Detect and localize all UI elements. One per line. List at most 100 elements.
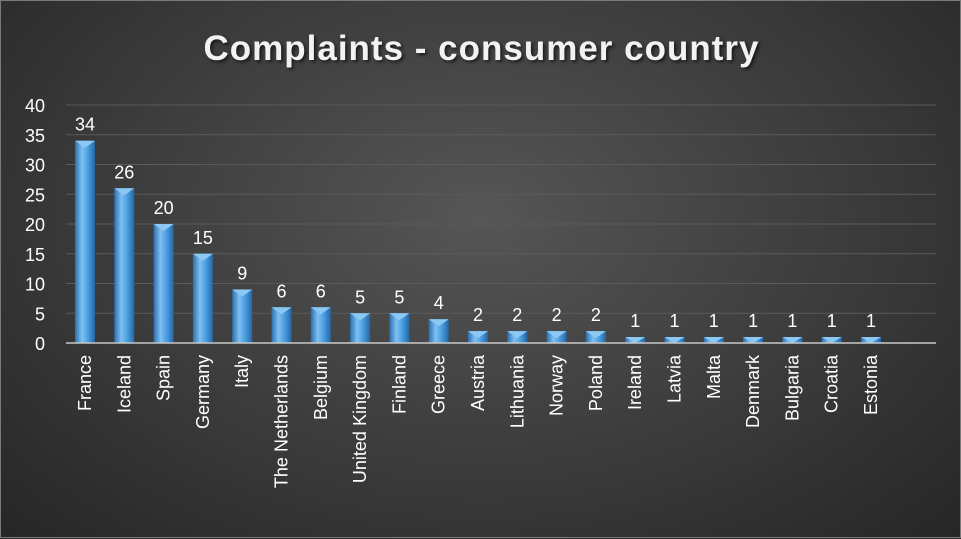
bar — [703, 337, 724, 343]
x-tick-label: Italy — [232, 355, 252, 388]
bar — [389, 313, 410, 343]
x-tick-label: Bulgaria — [782, 354, 802, 421]
x-tick-label: Lithuania — [507, 354, 527, 428]
bar-body — [232, 289, 253, 343]
bar-top-bevel — [861, 337, 881, 343]
bar — [153, 224, 174, 343]
bar-body — [153, 224, 174, 343]
bar-top-bevel — [743, 337, 764, 343]
bar-top-bevel — [192, 253, 213, 261]
bar-top-bevel — [271, 307, 292, 315]
data-label: 1 — [709, 311, 719, 331]
bar-top-bevel — [114, 188, 135, 196]
data-labels: 34 26 20 15 9 6 6 5 5 4 2 2 2 2 1 1 1 1 1 1 1 — [75, 115, 876, 331]
bar — [271, 307, 292, 343]
bar-body — [428, 319, 449, 343]
x-tick-label: Greece — [429, 355, 449, 414]
bar — [75, 140, 95, 343]
bar-top-bevel — [428, 319, 449, 327]
data-label: 26 — [114, 162, 134, 182]
bar — [507, 331, 528, 343]
bar — [821, 337, 842, 343]
bar-body — [389, 313, 410, 343]
x-tick-label: Estonia — [861, 354, 881, 415]
bar-body — [114, 188, 135, 343]
bar — [585, 331, 606, 343]
data-label: 9 — [237, 263, 247, 283]
x-tick-label: Ireland — [625, 355, 645, 410]
bar-top-bevel — [75, 140, 95, 148]
bar — [664, 337, 685, 343]
x-tick-label: Iceland — [114, 355, 134, 413]
bar-top-bevel — [350, 313, 371, 321]
bar-body — [350, 313, 371, 343]
y-tick-label: 30 — [25, 156, 45, 176]
y-tick-label: 0 — [35, 334, 45, 354]
data-label: 2 — [473, 305, 483, 325]
x-axis-ticks: France Iceland Spain Germany Italy The Nether… — [75, 354, 881, 488]
bar — [625, 337, 646, 343]
x-tick-label: Spain — [154, 355, 174, 401]
bar-top-bevel — [389, 313, 410, 321]
y-tick-label: 35 — [25, 126, 45, 146]
y-tick-label: 15 — [25, 245, 45, 265]
data-label: 1 — [630, 311, 640, 331]
x-tick-label: United Kingdom — [350, 355, 370, 483]
y-tick-label: 25 — [25, 185, 45, 205]
bar-top-bevel — [821, 337, 842, 343]
data-label: 6 — [316, 281, 326, 301]
x-tick-label: Belgium — [311, 355, 331, 420]
data-label: 1 — [866, 311, 876, 331]
bar — [310, 307, 331, 343]
y-tick-label: 40 — [25, 96, 45, 116]
data-label: 1 — [787, 311, 797, 331]
bar — [192, 253, 213, 343]
bar-body — [310, 307, 331, 343]
data-label: 1 — [669, 311, 679, 331]
bar-top-bevel — [585, 331, 606, 339]
bar-top-bevel — [310, 307, 331, 315]
data-label: 15 — [193, 228, 213, 248]
data-label: 2 — [591, 305, 601, 325]
bar-body — [192, 253, 213, 343]
bar-top-bevel — [664, 337, 685, 343]
bar-body — [75, 140, 95, 343]
y-tick-label: 20 — [25, 215, 45, 235]
bar — [428, 319, 449, 343]
data-label: 1 — [827, 311, 837, 331]
data-label: 1 — [748, 311, 758, 331]
bar-body — [271, 307, 292, 343]
y-tick-label: 5 — [35, 304, 45, 324]
bar-top-bevel — [703, 337, 724, 343]
bar — [114, 188, 135, 343]
data-label: 2 — [512, 305, 522, 325]
x-tick-label: The Netherlands — [272, 355, 292, 488]
x-tick-label: Latvia — [665, 354, 685, 403]
bar — [861, 337, 881, 343]
data-label: 5 — [394, 287, 404, 307]
bar-top-bevel — [468, 331, 488, 339]
x-tick-label: Poland — [586, 355, 606, 411]
data-label: 20 — [154, 198, 174, 218]
data-label: 2 — [552, 305, 562, 325]
x-tick-label: Austria — [468, 354, 488, 411]
bar — [468, 331, 488, 343]
bar-top-bevel — [546, 331, 567, 339]
data-label: 4 — [434, 293, 444, 313]
bar-top-bevel — [153, 224, 174, 231]
x-tick-label: Finland — [389, 355, 409, 414]
data-label: 34 — [75, 115, 95, 135]
y-tick-label: 10 — [25, 275, 45, 295]
data-label: 6 — [276, 281, 286, 301]
x-tick-label: France — [75, 355, 95, 411]
bar-top-bevel — [232, 289, 253, 297]
x-tick-label: Norway — [547, 355, 567, 416]
bar-top-bevel — [625, 337, 646, 343]
x-tick-label: Denmark — [743, 354, 763, 428]
y-axis-ticks: 0 5 10 15 20 25 30 35 40 — [25, 96, 45, 354]
x-tick-label: Croatia — [822, 354, 842, 413]
bar — [546, 331, 567, 343]
data-label: 5 — [355, 287, 365, 307]
bar — [743, 337, 764, 343]
